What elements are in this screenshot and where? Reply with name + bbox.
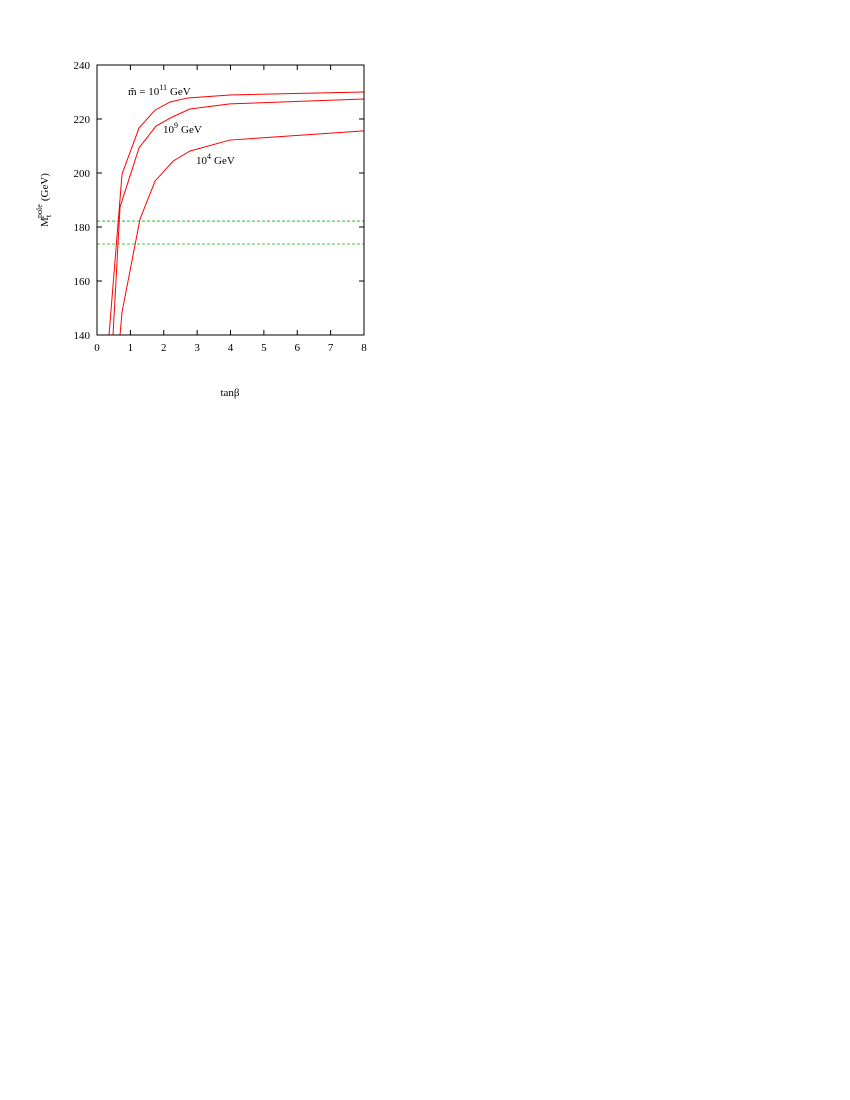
curve-label: m̃ = 1011 GeV: [128, 83, 191, 98]
y-label-unit: (GeV): [39, 173, 51, 201]
plot-frame: [96, 64, 365, 336]
curve-label: 109 GeV: [163, 121, 202, 136]
y-tick-label: 240: [74, 60, 91, 72]
y-tick-label: 160: [74, 276, 91, 288]
curve-label-sup: 9: [174, 121, 178, 130]
curve-label-unit: GeV: [170, 86, 191, 98]
x-tick-label: 3: [194, 342, 200, 354]
y-tick-label: 140: [74, 330, 91, 342]
data-line: [119, 130, 365, 336]
x-tick-label: 5: [261, 342, 267, 354]
y-axis-label: Mtpole (GeV): [35, 173, 53, 227]
y-tick-label: 220: [74, 114, 91, 126]
x-tick-label: 0: [94, 342, 100, 354]
x-tick-label: 4: [228, 342, 234, 354]
curve-label-unit: GeV: [181, 124, 202, 136]
curve-label-base: 10: [196, 155, 208, 167]
curve-label: 104 GeV: [196, 152, 235, 167]
x-tick-label: 7: [328, 342, 334, 354]
y-tick-label: 200: [74, 168, 91, 180]
y-tick-label: 180: [74, 222, 91, 234]
data-line: [112, 98, 365, 336]
x-axis-label: tanβ: [220, 387, 239, 399]
x-tick-label: 8: [361, 342, 367, 354]
x-tick-label: 1: [128, 342, 134, 354]
x-tick-label: 6: [295, 342, 301, 354]
x-tick-label: 2: [161, 342, 167, 354]
curve-label-sup: 11: [159, 83, 167, 92]
y-label-sup: pole: [35, 204, 44, 218]
y-label-main: M: [39, 217, 51, 227]
curve-label-unit: GeV: [214, 155, 235, 167]
curve-label-base: m̃ = 10: [128, 86, 160, 98]
data-line: [108, 91, 365, 336]
y-label-sub: t: [44, 214, 53, 217]
curve-label-sup: 4: [207, 152, 211, 161]
curve-label-base: 10: [163, 124, 175, 136]
